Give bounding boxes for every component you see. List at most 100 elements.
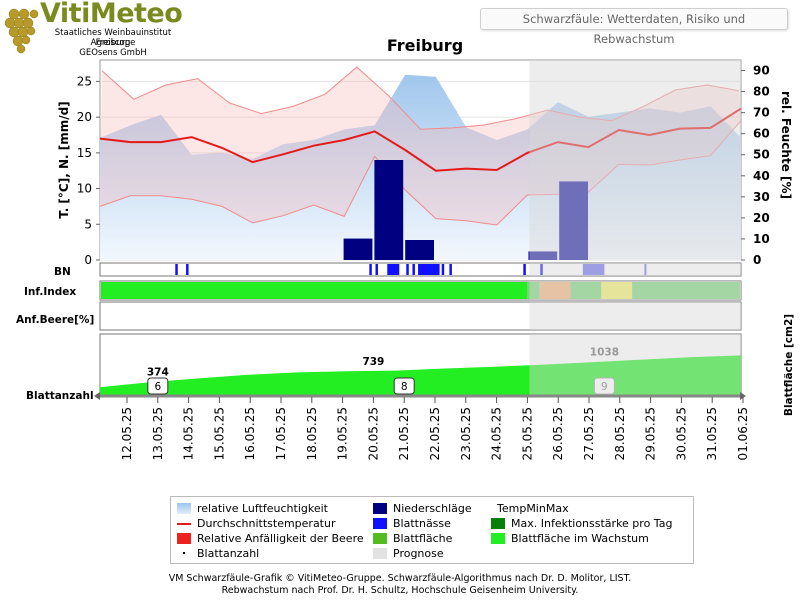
right-axis-tick-label: 80 [753, 85, 770, 99]
date-tick-label: 19.05.25 [336, 407, 350, 460]
right-axis-tick-label: 0 [753, 253, 761, 267]
infection-index-segment [527, 282, 540, 299]
leaf-wetness-forecast-mark [582, 264, 605, 275]
logo-line-agroscope: Agroscope [90, 38, 136, 48]
legend-label-forecast: Prognose [393, 547, 444, 560]
chart-subtitle-box: Schwarzfäule: Wetterdaten, Risiko und Re… [480, 8, 788, 46]
leaf-count-value: 6 [154, 381, 161, 393]
grape-logo-icon [4, 8, 39, 54]
leaf-wetness-mark [523, 264, 526, 275]
legend: relative Luftfeuchtigkeit Niederschläge … [170, 496, 694, 564]
date-tick-label: 16.05.25 [243, 407, 257, 460]
infection-index-segment [601, 282, 633, 299]
logo-line-geosens: GEOsens GmbH [79, 48, 147, 58]
legend-label-precipitation: Niederschläge [393, 502, 472, 515]
date-tick-label: 28.05.25 [613, 407, 627, 460]
date-tick-label: 15.05.25 [212, 407, 226, 460]
precipitation-bar [528, 251, 558, 260]
legend-label-leaf-count: Blattanzahl [197, 547, 260, 560]
leaf-area-curve [100, 355, 741, 395]
leaf-wetness-block [387, 264, 400, 275]
leaf-wetness-mark [449, 264, 452, 275]
right-axis-label: rel. Feuchte [%] [779, 91, 793, 199]
left-axis-tick-label: 5 [84, 217, 92, 231]
timeline-arrow-right-icon [740, 392, 746, 400]
leaf-wetness-mark [186, 264, 189, 275]
forecast-shading [529, 281, 741, 300]
leaf-wetness-mark [175, 264, 178, 275]
infection-index-segment [539, 282, 571, 299]
legend-label-leaf-area-growing: Blattfläche im Wachstum [511, 532, 649, 545]
forecast-shading [529, 60, 741, 260]
leaf-wetness-mark [406, 264, 409, 275]
left-axis-tick-label: 10 [77, 182, 92, 196]
infection-index-segment [570, 282, 602, 299]
right-axis-tick-label: 60 [753, 127, 770, 141]
legend-label-leaf-area: Blattfläche [393, 532, 453, 545]
left-axis-tick-label: 20 [77, 110, 92, 124]
timeline-arrow-left-icon [94, 392, 100, 400]
date-tick-label: 01.06.25 [736, 407, 750, 460]
date-tick-label: 17.05.25 [274, 407, 288, 460]
berry-label: Anf.Beere[%] [16, 314, 94, 326]
right-axis-tick-label: 20 [753, 211, 770, 225]
infection-index-segment [101, 282, 528, 299]
legend-label-mean-temp: Durchschnittstemperatur [197, 517, 336, 530]
leaf-count-box [147, 377, 169, 395]
infection-index-segment [632, 282, 740, 299]
leaf-count-box [393, 377, 415, 395]
date-tick-label: 24.05.25 [490, 407, 504, 460]
logo-title: VitiMeteo [40, 0, 183, 29]
date-tick-label: 22.05.25 [428, 407, 442, 460]
forecast-shading [529, 334, 741, 395]
left-axis-label: T. [°C], N. [mm/d] [57, 101, 71, 218]
leaf-count-label: Blattanzahl [26, 390, 94, 402]
mean-temperature-line [99, 107, 742, 172]
leaf-wetness-block [418, 264, 439, 275]
left-axis-tick-label: 25 [77, 74, 92, 88]
date-tick-label: 18.05.25 [305, 407, 319, 460]
legend-label-tempminmax: TempMinMax [497, 502, 569, 515]
infection-index-label: Inf.Index [24, 286, 76, 298]
temperature-min-line [99, 120, 742, 226]
leaf-count-box [593, 377, 615, 395]
chart-title: Freiburg [386, 36, 464, 55]
left-axis-tick-label: 0 [84, 253, 92, 267]
date-tick-label: 21.05.25 [397, 407, 411, 460]
right-axis-tick-label: 70 [753, 106, 770, 120]
date-tick-label: 29.05.25 [644, 407, 658, 460]
berry-strip-frame [99, 301, 742, 331]
leaf-area-right-label: Blattfläche [cm2] [783, 314, 795, 416]
leaf-wetness-mark [540, 264, 543, 275]
right-axis-tick-label: 50 [753, 148, 770, 162]
precipitation-bar [374, 160, 404, 260]
forecast-shading [529, 263, 741, 276]
leaf-count-value: 8 [401, 381, 408, 393]
leaf-wetness-forecast-mark [644, 264, 647, 275]
footer-line-2: Rebwachstum nach Prof. Dr. H. Schultz, H… [221, 585, 579, 596]
right-axis-tick-label: 40 [753, 169, 770, 183]
leaf-count-value: 9 [601, 381, 608, 393]
date-tick-label: 25.05.25 [520, 407, 534, 460]
date-tick-label: 27.05.25 [582, 407, 596, 460]
legend-label-berry: Relative Anfälligkeit der Beere [197, 532, 364, 545]
temperature-max-line [101, 66, 740, 130]
right-axis-tick-label: 30 [753, 190, 770, 204]
leaf-area-annotation: 739 [362, 356, 384, 368]
bn-label: BN [54, 266, 71, 278]
forecast-shading [529, 302, 741, 330]
date-tick-label: 14.05.25 [182, 407, 196, 460]
footer-line-1: VM Schwarzfäule-Grafik © VitiMeteo-Grupp… [168, 573, 632, 584]
date-tick-label: 26.05.25 [551, 407, 565, 460]
logo-line-institute: Staatliches Weinbauinstitut Freiburg [54, 28, 172, 48]
leaf-area-annotation: 374 [147, 367, 169, 379]
leaf-wetness-mark [375, 264, 378, 275]
precipitation-bar [343, 238, 373, 260]
date-tick-label: 12.05.25 [120, 407, 134, 460]
precipitation-bar [559, 181, 588, 260]
leaf-wetness-mark [437, 264, 440, 275]
date-tick-label: 13.05.25 [151, 407, 165, 460]
right-axis-tick-label: 10 [753, 232, 770, 246]
precipitation-bar [405, 240, 434, 260]
